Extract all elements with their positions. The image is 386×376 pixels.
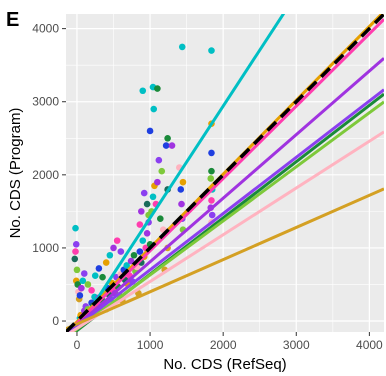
data-point [80, 270, 88, 277]
data-point [143, 200, 151, 208]
data-point [177, 186, 185, 193]
data-point [106, 251, 114, 259]
data-point [208, 197, 215, 204]
x-tick-label: 1000 [137, 338, 164, 352]
data-point [178, 43, 186, 51]
fit-line [70, 100, 384, 332]
x-tick-label: 3000 [283, 338, 310, 352]
data-point [123, 262, 130, 269]
data-point [84, 281, 92, 288]
data-point [73, 266, 81, 274]
data-point [140, 189, 148, 197]
data-point [71, 255, 79, 263]
x-tick-label: 0 [74, 338, 81, 352]
fit-line [67, 57, 384, 332]
data-point [208, 211, 216, 219]
data-point [139, 237, 147, 244]
fit-lines [66, 14, 384, 332]
data-point [91, 272, 99, 280]
data-point [72, 224, 79, 232]
data-point [157, 215, 164, 222]
fit-line [68, 130, 384, 332]
y-tick-label: 1000 [32, 241, 59, 255]
data-point [168, 142, 176, 149]
panel-letter: E [6, 9, 19, 31]
data-point [117, 248, 125, 255]
data-point [99, 273, 106, 281]
data-point [139, 87, 147, 95]
x-axis-title: No. CDS (RefSeq) [163, 356, 286, 373]
x-tick-label: 2000 [210, 338, 237, 352]
data-point [154, 85, 161, 92]
data-point [88, 287, 95, 294]
data-point [162, 142, 170, 149]
axes: 0 1000 2000 3000 4000 0 1000 2000 3000 4000 [32, 22, 383, 352]
y-tick-label: 0 [52, 314, 59, 328]
data-point [136, 221, 144, 228]
fit-line [73, 14, 286, 332]
data-point [207, 175, 215, 182]
data-point [95, 265, 103, 272]
fit-line [66, 88, 384, 332]
data-point [143, 230, 151, 237]
y-axis-title: No. CDS (Program) [7, 108, 24, 239]
fit-line [66, 187, 384, 331]
data-point [78, 284, 85, 292]
data-point [79, 277, 87, 285]
data-point [178, 200, 185, 208]
data-point [137, 208, 145, 215]
data-point [146, 127, 154, 135]
data-point [155, 156, 163, 164]
data-point [110, 244, 117, 252]
x-tick-label: 4000 [356, 338, 383, 352]
data-point [136, 248, 144, 255]
data-point [154, 178, 161, 186]
data-point [208, 47, 215, 54]
data-point [149, 193, 157, 201]
data-point [72, 248, 79, 255]
data-point [130, 251, 138, 259]
data-point [76, 292, 84, 299]
data-point [158, 167, 166, 175]
fit-line [66, 14, 384, 332]
data-point [150, 105, 158, 113]
data-point [102, 259, 110, 266]
data-point [127, 257, 135, 265]
data-point [113, 237, 121, 244]
data-point [72, 240, 80, 248]
data-point [208, 167, 215, 175]
y-tick-label: 3000 [32, 95, 59, 109]
data-point [208, 149, 215, 157]
y-tick-label: 4000 [32, 22, 59, 36]
y-tick-label: 2000 [32, 168, 59, 182]
data-point [179, 178, 187, 186]
data-point [164, 134, 171, 142]
fit-line [66, 18, 384, 332]
